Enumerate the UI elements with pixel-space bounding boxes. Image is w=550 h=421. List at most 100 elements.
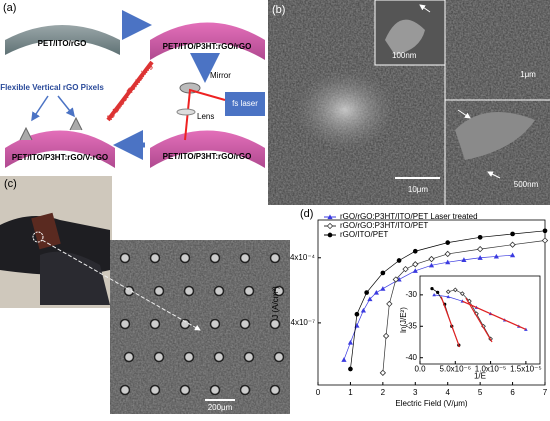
crater	[273, 351, 285, 363]
x-tick-label: 4	[445, 388, 450, 397]
chart: 0.0 5.0x10⁻⁶ 1.0x10⁻⁵ 1.5x10⁻⁵ -30 -35 -40 1/E l…	[399, 275, 542, 381]
panel-label: (c)	[4, 178, 17, 190]
crater	[209, 318, 221, 330]
laser-label: fs laser	[232, 99, 258, 108]
crater	[179, 384, 191, 396]
marker	[360, 307, 366, 313]
lens-label: Lens	[197, 112, 214, 121]
marker	[347, 339, 354, 345]
x-tick-label: 1	[348, 388, 353, 397]
scale-label: 1μm	[520, 70, 536, 79]
marker	[459, 291, 465, 296]
panel-b: (b) 100nm 1μm 500nm 10μm	[268, 0, 550, 205]
y-tick-label: -30	[405, 290, 417, 299]
marker	[509, 252, 516, 258]
panel-a: (a) PET/ITO/rGO PET/ITO/P3HT:rGO/rGO Mir…	[0, 2, 265, 168]
beam	[184, 88, 226, 141]
crater	[209, 384, 221, 396]
marker	[446, 294, 451, 299]
crater	[269, 384, 281, 396]
crater	[209, 252, 221, 264]
series-line	[350, 230, 546, 370]
arrow	[419, 4, 431, 13]
pixel-icon	[19, 116, 83, 141]
y-tick-label: 4x10⁻⁴	[290, 253, 316, 262]
x-tick-label: 2	[381, 388, 386, 397]
panel-d: (d) 0 1 2 3 4 5 6 7 4x10⁻⁴ 4x10⁻⁷ Electric Field (…	[271, 208, 549, 408]
marker	[432, 293, 436, 297]
legend-label: rGO/ITO/PET	[340, 230, 388, 239]
crater	[273, 285, 285, 297]
x-tick-label: 0.0	[414, 365, 426, 374]
crater	[239, 252, 251, 264]
crater	[239, 318, 251, 330]
sem-cluster	[295, 70, 395, 150]
scale-label: 10μm	[408, 185, 429, 194]
crater	[149, 318, 161, 330]
layer-label: PET/ITO/P3HT:rGO/V-rGO	[12, 153, 108, 162]
pixels-label: Flexible Vertical rGO Pixels	[0, 83, 104, 92]
crater	[213, 285, 225, 297]
marker	[428, 255, 435, 263]
arrow	[106, 60, 154, 122]
marker	[510, 231, 515, 237]
crater	[119, 252, 131, 264]
arrow	[31, 95, 49, 122]
marker	[509, 241, 516, 248]
y-tick-label: -40	[405, 353, 417, 362]
scale-label: 500nm	[514, 180, 539, 189]
panel-c: (c) 200μm	[0, 176, 290, 414]
marker	[444, 250, 451, 258]
x-tick-label: 1.5x10⁻⁵	[510, 365, 542, 374]
marker	[476, 245, 484, 253]
legend-marker	[326, 222, 334, 230]
crater-grid	[119, 252, 285, 396]
marker	[412, 268, 418, 273]
marker	[380, 270, 386, 276]
marker	[445, 259, 451, 265]
marker	[354, 311, 360, 317]
arrow	[57, 95, 75, 118]
arrow	[41, 239, 201, 331]
marker	[341, 357, 347, 362]
marker	[436, 290, 440, 294]
layer-label: PET/ITO/P3HT:rGO/rGO	[163, 42, 252, 51]
marker	[382, 332, 390, 340]
lens	[176, 108, 196, 116]
x-tick-label: 5	[478, 388, 483, 397]
arrow	[487, 171, 501, 179]
slab	[150, 130, 265, 168]
marker	[412, 248, 418, 254]
marker	[493, 253, 499, 259]
layer-label: PET/ITO/P3HT:rGO/rGO	[163, 152, 252, 161]
crater	[149, 252, 161, 264]
panel-label: (a)	[3, 2, 16, 14]
panel-label: (d)	[300, 208, 313, 220]
sample	[31, 212, 61, 250]
marker	[412, 261, 419, 268]
crater	[179, 252, 191, 264]
laser-box	[225, 92, 265, 116]
crater	[179, 318, 191, 330]
marker	[461, 257, 467, 262]
sem-flake	[385, 19, 425, 55]
series-line	[462, 300, 527, 330]
scale-label: 100nm	[392, 51, 417, 60]
marker	[392, 276, 399, 283]
sem-texture	[110, 240, 290, 414]
glove	[40, 251, 110, 305]
crater	[243, 285, 255, 297]
chart: 0 1 2 3 4 5 6 7 4x10⁻⁴ 4x10⁻⁷ Electric Field (V/μm…	[271, 212, 549, 408]
legend-label: rGO/rGO:P3HT/ITO/PET	[340, 221, 428, 230]
marker	[348, 366, 353, 372]
arrow-label: fs Laser Texturing	[105, 62, 154, 122]
legend-marker	[327, 232, 333, 238]
series-line	[465, 297, 493, 343]
legend-marker	[327, 214, 333, 220]
y-axis-label: J (A/cm²)	[271, 286, 280, 319]
crater	[153, 351, 165, 363]
y-axis-label: ln(J/E²)	[399, 307, 408, 333]
marker	[380, 286, 386, 291]
y-tick-label: 4x10⁻⁷	[291, 318, 316, 327]
crater	[269, 318, 281, 330]
